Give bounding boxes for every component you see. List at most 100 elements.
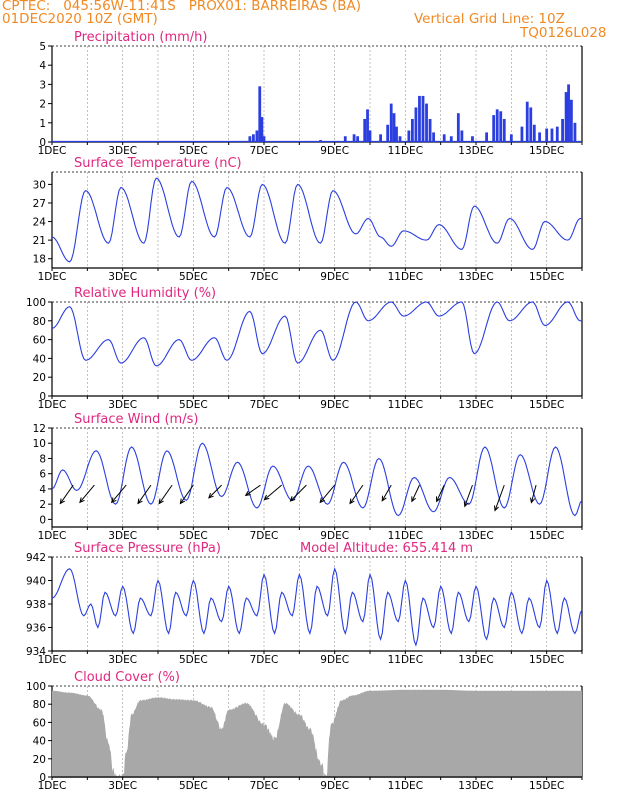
- precip-bar: [418, 95, 421, 142]
- wind-arrow-head: [463, 501, 469, 508]
- x-tick-label: 3DEC: [108, 654, 137, 666]
- precip-bar: [485, 132, 488, 142]
- x-tick-label: 11DEC: [388, 271, 423, 283]
- wind-arrow: [245, 484, 261, 496]
- wind-arrow: [264, 484, 282, 500]
- x-tick-label: 7DEC: [250, 271, 279, 283]
- precip-bar: [573, 122, 577, 142]
- wind-arrow: [137, 484, 152, 504]
- precip-bar: [499, 111, 503, 142]
- y-tick-label: 0: [39, 391, 46, 403]
- wind-arrow: [319, 484, 336, 503]
- y-tick-label: 40: [33, 736, 46, 748]
- precip-bar: [538, 132, 541, 142]
- x-tick-label: 13DEC: [458, 271, 493, 283]
- precip-bar: [460, 130, 464, 142]
- precip-bar: [432, 132, 435, 142]
- x-tick-label: 15DEC: [529, 530, 564, 542]
- y-tick-label: 27: [33, 198, 46, 210]
- panel-title: Surface Temperature (nC): [74, 156, 242, 171]
- y-tick-label: 20: [33, 754, 46, 766]
- precip-bar: [395, 126, 398, 142]
- x-tick-label: 11DEC: [388, 654, 423, 666]
- precip-bar: [425, 103, 428, 142]
- series-line: [51, 177, 582, 263]
- y-tick-label: 21: [33, 235, 46, 247]
- x-tick-label: 13DEC: [458, 145, 493, 157]
- y-tick-label: 4: [39, 484, 46, 496]
- x-tick-label: 13DEC: [458, 780, 493, 792]
- precip-bar: [343, 136, 347, 142]
- y-tick-label: 2: [39, 499, 46, 511]
- header-run-time: 01DEC2020 10Z (GMT): [2, 11, 158, 27]
- wind-arrow: [79, 484, 95, 503]
- panel-title: Relative Humidity (%): [74, 286, 216, 301]
- wind-arrow: [59, 484, 74, 504]
- wind-arrow-head: [179, 498, 186, 505]
- y-tick-label: 18: [33, 254, 46, 266]
- x-tick-label: 1DEC: [38, 780, 67, 792]
- x-tick-label: 9DEC: [320, 654, 349, 666]
- precip-bar: [564, 92, 568, 142]
- wind-arrow-head: [79, 497, 85, 504]
- y-tick-label: 1: [39, 118, 46, 130]
- x-tick-label: 3DEC: [108, 399, 137, 411]
- x-tick-label: 13DEC: [458, 399, 493, 411]
- precip-bar: [550, 128, 554, 142]
- precip-bar: [392, 113, 396, 142]
- precip-bar: [428, 118, 432, 142]
- precip-bar: [502, 118, 506, 142]
- x-tick-label: 1DEC: [38, 271, 67, 283]
- wind-arrow-head: [349, 498, 355, 505]
- wind-arrow: [436, 484, 445, 502]
- wind-arrow-head: [208, 492, 214, 499]
- precip-bar: [411, 118, 414, 142]
- y-tick-label: 20: [33, 372, 46, 384]
- x-tick-label: 15DEC: [529, 145, 564, 157]
- precip-bar: [414, 107, 418, 142]
- precip-bar: [363, 118, 367, 142]
- x-tick-label: 15DEC: [529, 399, 564, 411]
- y-tick-label: 934: [26, 646, 46, 658]
- wind-arrow: [464, 484, 473, 507]
- precip-bar: [389, 103, 393, 142]
- wind-arrow-head: [158, 498, 164, 505]
- wind-arrow: [411, 484, 420, 502]
- x-tick-label: 3DEC: [108, 145, 137, 157]
- series-line: [51, 301, 582, 367]
- precip-bar: [442, 134, 446, 142]
- x-tick-label: 5DEC: [179, 145, 208, 157]
- wind-arrow: [208, 484, 222, 499]
- x-tick-label: 5DEC: [179, 530, 208, 542]
- x-tick-label: 15DEC: [529, 780, 564, 792]
- x-tick-label: 11DEC: [388, 530, 423, 542]
- x-tick-label: 1DEC: [38, 145, 67, 157]
- precip-bar: [368, 130, 372, 142]
- precip-bar: [567, 84, 570, 142]
- precip-bar: [366, 109, 369, 142]
- precip-bar: [252, 134, 255, 142]
- wind-arrow-head: [411, 496, 417, 503]
- wind-arrow: [290, 484, 307, 502]
- x-tick-label: 1DEC: [38, 530, 67, 542]
- precip-bar: [525, 101, 529, 142]
- y-tick-label: 80: [33, 316, 46, 328]
- precip-bar: [456, 113, 460, 142]
- header-station-line: CPTEC: 045:56W-11:41S PROX01: BARREIRAS …: [2, 0, 361, 14]
- y-tick-label: 5: [39, 41, 46, 53]
- precip-bar: [260, 117, 264, 142]
- wind-arrow: [158, 484, 173, 504]
- wind-arrow-head: [137, 498, 143, 505]
- x-tick-label: 3DEC: [108, 780, 137, 792]
- wind-arrow-head: [110, 497, 117, 504]
- wind-arrow-head: [289, 496, 296, 502]
- x-tick-label: 3DEC: [108, 271, 137, 283]
- wind-arrow-head: [59, 498, 65, 505]
- y-tick-label: 8: [39, 453, 46, 465]
- y-tick-label: 100: [26, 297, 46, 309]
- x-tick-label: 9DEC: [320, 780, 349, 792]
- precip-bar: [561, 118, 564, 142]
- y-tick-label: 10: [33, 438, 46, 450]
- y-tick-label: 0: [39, 772, 46, 784]
